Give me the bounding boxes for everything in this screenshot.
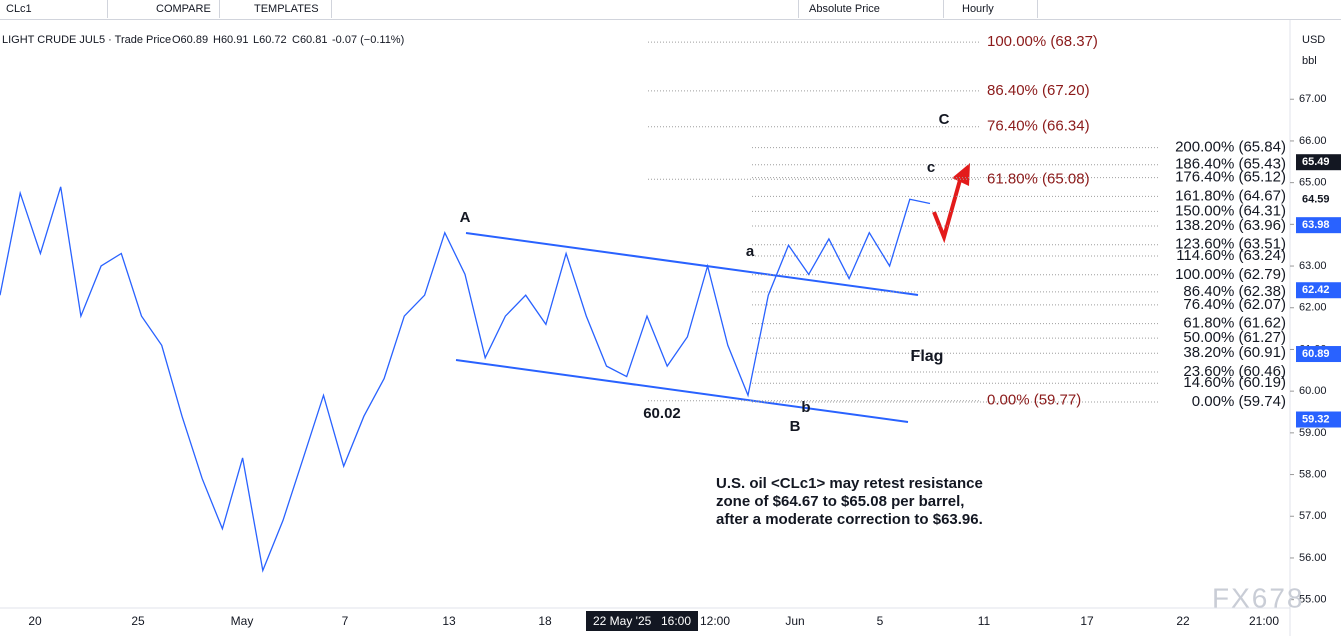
fib-label: 61.80% (65.08) [987,170,1090,187]
crosshair-time: 16:00 [661,614,691,628]
price-badge-label: 65.49 [1302,156,1330,168]
fib-label: 186.40% (65.43) [1175,156,1286,173]
price-badge [1296,217,1341,234]
annotation: C [939,111,950,128]
price-badge [1296,282,1341,299]
x-tick-label: Jun [785,614,804,628]
price-badge-label: 63.98 [1302,219,1330,231]
fib-label: 61.80% (61.62) [1183,315,1286,332]
compare-button[interactable]: COMPARE [128,0,220,18]
price-badge-label: 62.42 [1302,284,1330,296]
legend-low: L60.72 [253,34,287,46]
price-badge-label: 60.89 [1302,348,1330,360]
x-tick-label: 13 [442,614,456,628]
fib-label: 123.60% (63.51) [1175,236,1286,253]
watermark: FX678 [1212,582,1305,613]
annotation: B [790,418,801,435]
x-tick-label: 22 [1176,614,1190,628]
legend-high: H60.91 [213,34,248,46]
fib-label: 0.00% (59.74) [1192,393,1286,410]
x-tick-label: 7 [342,614,349,628]
price-badge-label: 59.32 [1302,413,1330,425]
y-tick-label: 66.00 [1299,135,1327,147]
annotation: 60.02 [643,405,681,422]
annotation: Flag [911,348,944,365]
y-tick-label: 58.00 [1299,468,1327,480]
symbol-input[interactable]: CLc1 [0,0,108,18]
note-line: U.S. oil <CLc1> may retest resistance [716,475,983,492]
x-tick-label: 17 [1080,614,1094,628]
fib-label: 176.40% (65.12) [1175,169,1286,186]
fib-label: 114.60% (63.24) [1176,247,1286,264]
fib-label: 0.00% (59.77) [987,392,1081,409]
fib-label: 200.00% (65.84) [1175,139,1286,156]
annotation: b [801,399,810,416]
y-tick-label: 59.00 [1299,427,1327,439]
legend-close: C60.81 [292,34,327,46]
legend-change: -0.07 (−0.11%) [332,34,404,46]
channel-lower [455,359,909,423]
forecast-arrow [932,179,962,244]
note-line: after a moderate correction to $63.96. [716,511,983,528]
fib-label: 76.40% (66.34) [987,118,1090,135]
y-tick-label: 63.00 [1299,260,1327,272]
templates-button[interactable]: TEMPLATES [222,0,332,18]
fib-label: 86.40% (67.20) [987,82,1090,99]
currency: USD [1302,34,1325,46]
y-tick-label: 67.00 [1299,93,1327,105]
fib-label: 76.40% (62.07) [1183,296,1286,313]
chart: LIGHT CRUDE JUL5 · Trade Price O60.89 H6… [0,20,1341,636]
unit: bbl [1302,55,1317,67]
x-tick-label: 11 [978,614,991,628]
x-tick-label: 20 [28,614,42,628]
x-tick-label: 21:00 [1249,614,1279,628]
price-line [0,186,931,573]
y-tick-label: 62.00 [1299,302,1327,314]
fib-label: 150.00% (64.31) [1175,202,1286,219]
fib-label: 23.60% (60.46) [1183,363,1286,380]
fib-label: 100.00% (62.79) [1175,266,1286,283]
channel-upper [465,232,919,296]
fib-label: 138.20% (63.96) [1175,217,1286,234]
crosshair-date: 22 May '25 [593,614,652,628]
annotation: c [927,159,935,176]
y-tick-label: 60.00 [1299,385,1327,397]
fib-label: 86.40% (62.38) [1183,283,1286,300]
x-tick-label: 25 [131,614,145,628]
price-badge [1296,411,1341,428]
y-tick-label: 56.00 [1299,552,1327,564]
fib-label: 38.20% (60.91) [1183,344,1286,361]
legend-open: O60.89 [172,34,208,46]
interval-select[interactable]: Hourly [952,0,1038,18]
price-badge [1296,154,1341,171]
y-tick-label: 57.00 [1299,510,1327,522]
y-tick-label: 55.00 [1299,594,1327,606]
fib-label: 50.00% (61.27) [1183,329,1286,346]
fib-label: 161.80% (64.67) [1175,187,1286,204]
x-tick-label: 18 [538,614,552,628]
annotation: A [460,209,471,226]
legend-name: LIGHT CRUDE JUL5 · Trade Price [2,34,171,46]
note-line: zone of $64.67 to $65.08 per barrel, [716,493,964,510]
price-badge [1296,191,1341,208]
y-tick-label: 65.00 [1299,177,1327,189]
price-badge-label: 64.59 [1302,194,1330,206]
fib-label: 100.00% (68.37) [987,33,1098,50]
x-tick-label: May [231,614,254,628]
x-tick-label: 12:00 [700,614,730,628]
price-mode-select[interactable]: Absolute Price [798,0,944,18]
fib-label: 14.60% (60.19) [1183,374,1286,391]
toolbar: CLc1 COMPARE TEMPLATES Absolute Price Ho… [0,0,1341,20]
annotation: a [746,243,755,260]
crosshair-box [586,611,698,631]
arrow-head [952,163,970,186]
x-tick-label: 5 [877,614,884,628]
price-badge [1296,346,1341,363]
